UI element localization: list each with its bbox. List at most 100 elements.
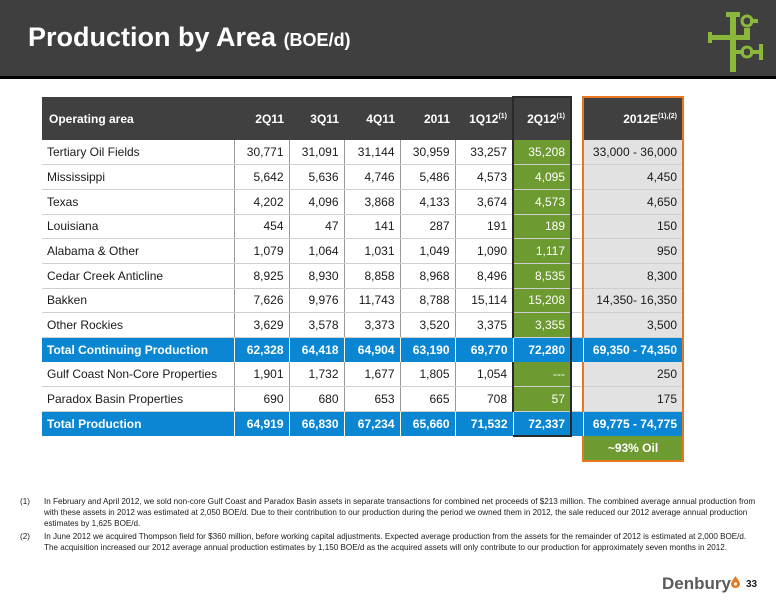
value-cell-c2: 47 [288,214,344,240]
oilfield-pipe-icon [708,12,763,72]
value-cell-c3: 3,868 [343,189,400,215]
area-name-cell: Cedar Creek Anticline [42,263,234,289]
page-number: 33 [746,579,758,590]
empty-cell [234,436,289,461]
header-2q12-label: 2Q12 [527,112,557,126]
table-row: Mississippi 5,642 5,636 4,746 5,486 4,573 4,09… [42,164,684,190]
estimate-cell: 175 [582,386,684,413]
value-cell-c3: 1,031 [343,238,400,264]
value-cell-c1: 1,901 [233,362,289,388]
value-cell-c4: 63,190 [399,337,455,363]
oil-share-badge: ~93% Oil [582,436,684,462]
value-cell-c2: 31,091 [288,140,344,166]
estimate-cell: 150 [582,214,684,240]
table-total-row: Total Production 64,919 66,830 67,234 65,660… [42,411,684,438]
footnote-2: (2) In June 2012 we acquired Thompson fi… [20,531,760,553]
area-name-cell: Louisiana [42,214,234,240]
value-cell-c5: 3,375 [454,312,513,338]
footnote-2-number: (2) [20,531,30,541]
value-cell-c4: 1,049 [399,238,455,264]
value-cell-c4: 5,486 [399,164,455,190]
column-gap [571,214,583,240]
production-table: Operating area 2Q11 3Q11 4Q11 2011 1Q12(… [42,96,684,462]
area-name-cell: Total Continuing Production [42,337,234,363]
value-cell-c2: 64,418 [288,337,344,363]
value-cell-c6: 15,208 [512,288,572,314]
table-row: Paradox Basin Properties 690 680 653 665 708 5… [42,386,684,413]
column-gap [571,189,583,215]
header-1q12-label: 1Q12 [469,111,499,126]
table-header-row: Operating area 2Q11 3Q11 4Q11 2011 1Q12(… [42,96,684,140]
value-cell-c6: 35,208 [512,140,572,166]
column-gap [571,386,583,413]
column-gap [570,411,583,437]
column-gap [571,263,583,289]
value-cell-c1: 454 [233,214,289,240]
value-cell-c5: 8,496 [454,263,513,289]
value-cell-c6: 4,573 [512,189,572,215]
table-row: Gulf Coast Non-Core Properties 1,901 1,732… [42,362,684,388]
empty-cell [455,436,513,461]
value-cell-c5: 1,054 [454,362,513,388]
table-row: Other Rockies 3,629 3,578 3,373 3,520 3,375 3,… [42,312,684,338]
footnote-1-number: (1) [20,497,30,506]
value-cell-c2: 4,096 [288,189,344,215]
value-cell-c6: 189 [512,214,572,240]
value-cell-c2: 8,930 [288,263,344,289]
value-cell-c4: 3,520 [399,312,455,338]
table-row: Tertiary Oil Fields 30,771 31,091 31,144 30,… [42,140,684,166]
estimate-cell: 8,300 [582,263,684,289]
value-cell-c5: 3,674 [454,189,513,215]
empty-cell [289,436,344,461]
header-2012e-label: 2012E [623,112,658,126]
value-cell-c4: 1,805 [399,362,455,388]
value-cell-c3: 11,743 [343,288,400,314]
value-cell-c4: 287 [399,214,455,240]
value-cell-c2: 680 [288,386,344,413]
value-cell-c1: 3,629 [233,312,289,338]
value-cell-c5: 708 [454,386,513,413]
area-name-cell: Paradox Basin Properties [42,386,234,413]
value-cell-c3: 31,144 [343,140,400,166]
header-1q12-footnote: (1) [498,112,507,120]
empty-cell [400,436,455,461]
value-cell-c6: 72,337 [512,411,572,438]
value-cell-c4: 4,133 [399,189,455,215]
value-cell-c5: 4,573 [454,164,513,190]
estimate-cell: 4,450 [582,164,684,190]
table-row: Alabama & Other 1,079 1,064 1,031 1,049 1,090… [42,238,684,264]
value-cell-c1: 1,079 [233,238,289,264]
estimate-cell: 69,350 - 74,350 [582,337,684,363]
value-cell-c1: 7,626 [233,288,289,314]
header-divider [0,76,776,79]
estimate-cell: 14,350- 16,350 [582,288,684,314]
brand-logo: Denbury [662,574,731,593]
value-cell-c4: 30,959 [399,140,455,166]
empty-cell [42,436,234,461]
header-2011: 2011 [400,97,455,140]
header-2012e: 2012E(1),(2) [582,96,684,140]
value-cell-c1: 4,202 [233,189,289,215]
column-gap [571,238,583,264]
slide-title: Production by Area (BOE/d) [28,22,351,53]
table-row: Texas 4,202 4,096 3,868 4,133 3,674 4,573 4,650 [42,189,684,215]
footer [0,573,776,600]
value-cell-c2: 1,064 [288,238,344,264]
estimate-cell: 69,775 - 74,775 [582,411,684,437]
area-name-cell: Alabama & Other [42,238,234,264]
value-cell-c6: 3,355 [512,312,572,338]
value-cell-c3: 141 [343,214,400,240]
area-name-cell: Total Production [42,411,234,437]
value-cell-c3: 64,904 [343,337,400,363]
estimate-cell: 3,500 [582,312,684,338]
value-cell-c2: 9,976 [288,288,344,314]
column-gap [570,337,583,363]
header-2012e-footnote: (1),(2) [657,113,677,120]
value-cell-c4: 665 [399,386,455,413]
value-cell-c2: 66,830 [288,411,344,437]
header-4q11: 4Q11 [344,97,400,140]
value-cell-c1: 5,642 [233,164,289,190]
column-gap [571,362,583,388]
value-cell-c3: 653 [343,386,400,413]
value-cell-c3: 8,858 [343,263,400,289]
